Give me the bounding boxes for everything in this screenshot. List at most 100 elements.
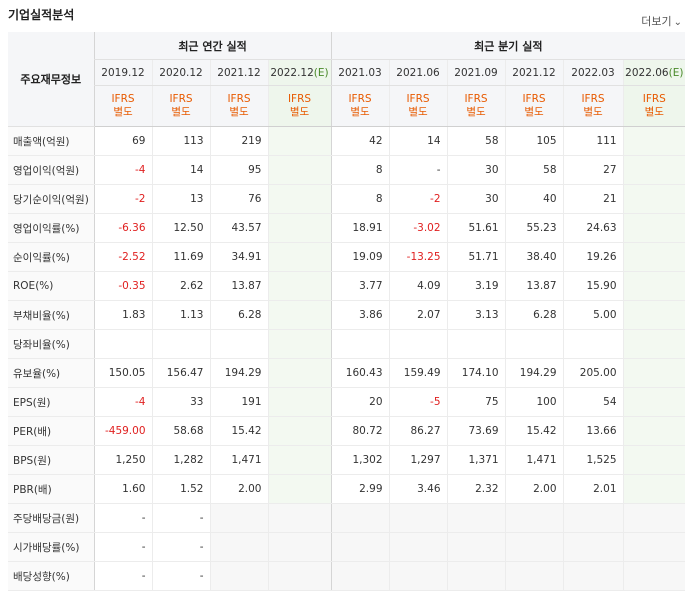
table-cell: 113 xyxy=(151,126,210,156)
table-cell: 105 xyxy=(504,126,564,156)
table-cell xyxy=(93,329,152,359)
ifrs-header[interactable]: IFRS 별도 xyxy=(504,85,564,127)
table-cell: -0.35 xyxy=(93,271,152,301)
table-cell xyxy=(622,184,686,214)
table-cell xyxy=(504,503,564,533)
table-cell xyxy=(622,387,686,417)
ifrs-header[interactable]: IFRS 별도 xyxy=(330,85,390,127)
table-cell xyxy=(388,561,448,591)
table-cell xyxy=(622,474,686,504)
table-cell: 1.52 xyxy=(151,474,210,504)
table-row: PBR(배) 1.60 1.52 2.00 2.99 3.46 2.32 2.00 2.01 xyxy=(8,474,686,504)
table-cell: 8 xyxy=(330,184,390,214)
row-label: ROE(%) xyxy=(8,271,94,301)
row-label: 부채비율(%) xyxy=(8,300,94,330)
table-cell xyxy=(622,329,686,359)
ifrs-label: IFRS xyxy=(642,93,666,105)
label-header: 주요재무정보 xyxy=(8,32,94,127)
table-cell: 13 xyxy=(151,184,210,214)
table-cell xyxy=(622,300,686,330)
table-cell: 174.10 xyxy=(446,358,506,388)
table-cell: 3.77 xyxy=(330,271,390,301)
table-cell xyxy=(267,271,332,301)
table-cell: 40 xyxy=(504,184,564,214)
annual-group-header: 최근 연간 실적 xyxy=(93,32,332,60)
table-cell: 1,302 xyxy=(330,445,390,475)
table-cell: 2.01 xyxy=(562,474,624,504)
table-cell xyxy=(504,532,564,562)
ifrs-label: IFRS xyxy=(522,93,546,105)
table-cell: 3.46 xyxy=(388,474,448,504)
ifrs-header[interactable]: IFRS 별도 xyxy=(93,85,152,127)
table-row: ROE(%) -0.35 2.62 13.87 3.77 4.09 3.19 13.87 15.… xyxy=(8,271,686,301)
period-label: 2019.12 xyxy=(101,66,145,79)
table-cell: 43.57 xyxy=(209,213,268,243)
period-header: 2022.06(E) xyxy=(622,59,686,86)
row-label: BPS(원) xyxy=(8,445,94,475)
table-cell: 95 xyxy=(209,155,268,185)
ifrs-sub-label: 별도 xyxy=(113,106,133,118)
table-cell: 34.91 xyxy=(209,242,268,272)
table-cell xyxy=(622,213,686,243)
table-cell xyxy=(330,561,390,591)
more-button[interactable]: 더보기 ⌄ xyxy=(641,13,682,29)
table-cell: 4.09 xyxy=(388,271,448,301)
table-cell xyxy=(562,329,624,359)
table-cell: - xyxy=(151,532,210,562)
ifrs-header[interactable]: IFRS 별도 xyxy=(446,85,506,127)
table-cell: -5 xyxy=(388,387,448,417)
table-cell: 13.66 xyxy=(562,416,624,446)
table-cell: 75 xyxy=(446,387,506,417)
table-row: 영업이익률(%) -6.36 12.50 43.57 18.91 -3.02 51.61 55… xyxy=(8,213,686,243)
table-cell xyxy=(622,242,686,272)
table-cell: - xyxy=(93,532,152,562)
table-cell: 55.23 xyxy=(504,213,564,243)
table-cell: 111 xyxy=(562,126,624,156)
table-cell xyxy=(209,532,268,562)
period-label: 2021.03 xyxy=(338,66,382,79)
ifrs-header[interactable]: IFRS 별도 xyxy=(209,85,268,127)
row-label: PER(배) xyxy=(8,416,94,446)
table-cell: 58 xyxy=(504,155,564,185)
table-cell xyxy=(267,155,332,185)
table-cell xyxy=(267,445,332,475)
table-row: 주당배당금(원) - - xyxy=(8,503,686,533)
table-cell xyxy=(267,184,332,214)
table-cell: 1.13 xyxy=(151,300,210,330)
table-cell xyxy=(330,532,390,562)
ifrs-header[interactable]: IFRS 별도 xyxy=(151,85,210,127)
table-cell: -3.02 xyxy=(388,213,448,243)
period-header: 2021.12 xyxy=(504,59,564,86)
table-row: 유보율(%) 150.05 156.47 194.29 160.43 159.49 174.… xyxy=(8,358,686,388)
table-row: 배당성향(%) - - xyxy=(8,561,686,591)
ifrs-header[interactable]: IFRS 별도 xyxy=(267,85,332,127)
table-row: 영업이익(억원) -4 14 95 8-30 58 27 xyxy=(8,155,686,185)
estimate-marker: (E) xyxy=(668,66,684,79)
table-cell: -2.52 xyxy=(93,242,152,272)
period-header-row: 2019.12 2020.12 2021.12 2022.12(E) 2021.03 20… xyxy=(8,59,686,86)
ifrs-header[interactable]: IFRS 별도 xyxy=(562,85,624,127)
table-cell: 1,371 xyxy=(446,445,506,475)
table-cell xyxy=(267,242,332,272)
ifrs-sub-label: 별도 xyxy=(466,106,486,118)
period-header: 2022.03 xyxy=(562,59,624,86)
table-cell: 5.00 xyxy=(562,300,624,330)
table-cell: 80.72 xyxy=(330,416,390,446)
row-label: 당좌비율(%) xyxy=(8,329,94,359)
row-label: 순이익률(%) xyxy=(8,242,94,272)
table-cell: 191 xyxy=(209,387,268,417)
table-cell: 205.00 xyxy=(562,358,624,388)
table-cell xyxy=(446,561,506,591)
period-label: 2022.12 xyxy=(270,66,314,79)
table-cell xyxy=(622,561,686,591)
table-cell: 21 xyxy=(562,184,624,214)
ifrs-label: IFRS xyxy=(581,93,605,105)
table-cell: 24.63 xyxy=(562,213,624,243)
table-cell: 13.87 xyxy=(504,271,564,301)
ifrs-header[interactable]: IFRS 별도 xyxy=(622,85,686,127)
period-label: 2022.03 xyxy=(571,66,615,79)
financial-table: 주요재무정보 최근 연간 실적 최근 분기 실적 2019.12 2020.12 2… xyxy=(8,32,686,591)
ifrs-header[interactable]: IFRS 별도 xyxy=(388,85,448,127)
table-cell xyxy=(151,329,210,359)
